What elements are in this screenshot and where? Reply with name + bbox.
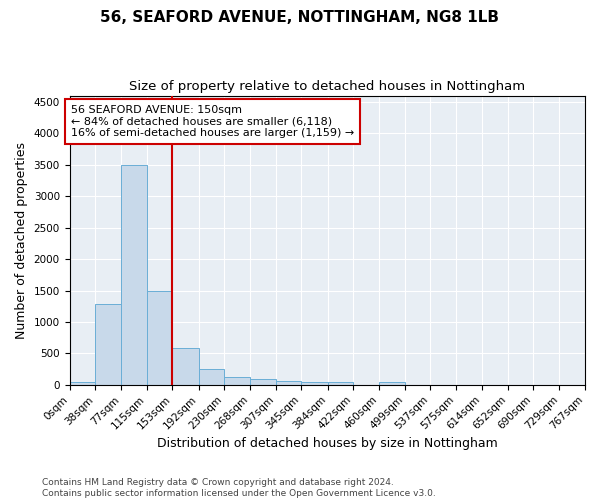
- Bar: [95, 304, 121, 385]
- Bar: [379, 382, 405, 385]
- Bar: [121, 164, 147, 385]
- Bar: [147, 291, 172, 385]
- Bar: [199, 369, 224, 385]
- Bar: [301, 382, 328, 385]
- Bar: [224, 376, 250, 385]
- Bar: [250, 379, 276, 385]
- Y-axis label: Number of detached properties: Number of detached properties: [15, 142, 28, 338]
- Bar: [276, 382, 301, 385]
- Title: Size of property relative to detached houses in Nottingham: Size of property relative to detached ho…: [129, 80, 526, 93]
- Bar: [172, 348, 199, 385]
- Bar: [328, 382, 353, 385]
- Bar: [70, 382, 95, 385]
- Text: 56 SEAFORD AVENUE: 150sqm
← 84% of detached houses are smaller (6,118)
16% of se: 56 SEAFORD AVENUE: 150sqm ← 84% of detac…: [71, 105, 354, 138]
- Text: Contains HM Land Registry data © Crown copyright and database right 2024.
Contai: Contains HM Land Registry data © Crown c…: [42, 478, 436, 498]
- Text: 56, SEAFORD AVENUE, NOTTINGHAM, NG8 1LB: 56, SEAFORD AVENUE, NOTTINGHAM, NG8 1LB: [101, 10, 499, 25]
- X-axis label: Distribution of detached houses by size in Nottingham: Distribution of detached houses by size …: [157, 437, 497, 450]
